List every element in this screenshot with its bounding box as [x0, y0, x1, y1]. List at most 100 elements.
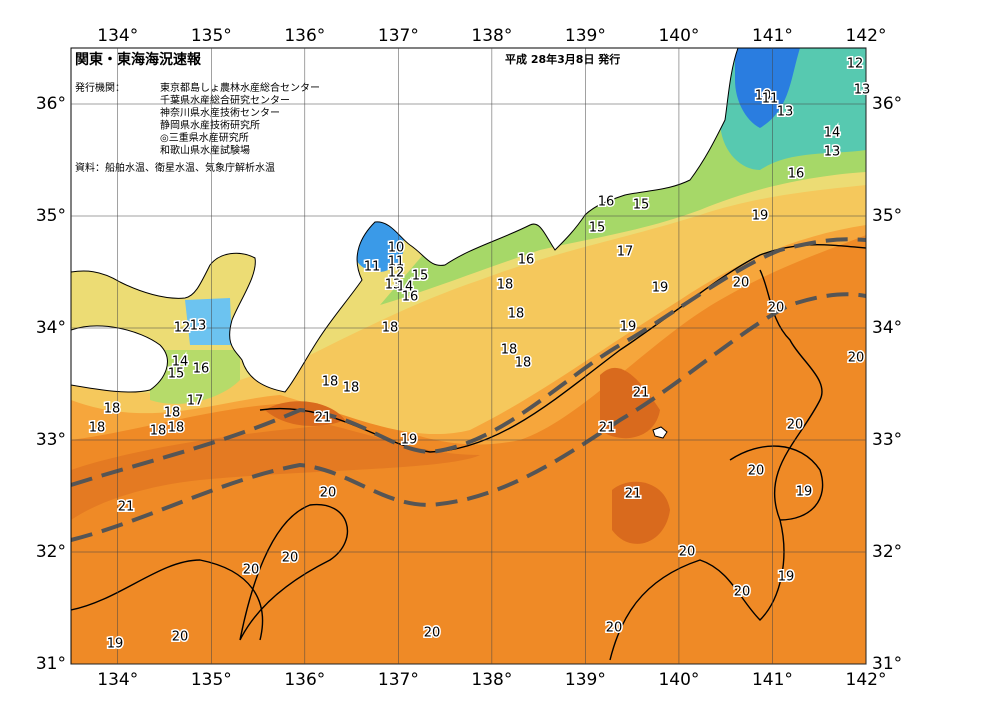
warm-core — [71, 425, 480, 520]
blue-patch — [735, 48, 800, 128]
contour-label: 20 — [172, 630, 189, 645]
contour-label: 17 — [617, 245, 634, 260]
lat-label: 33° — [872, 430, 902, 450]
contour-label: 18 — [322, 375, 339, 390]
contour-label: 16 — [788, 167, 805, 182]
contour-label: 18 — [508, 307, 525, 322]
contour-label: 12 — [174, 321, 191, 336]
contour-label: 20 — [320, 486, 337, 501]
lon-label: 138° — [471, 670, 512, 690]
contour-label: 10 — [755, 89, 772, 104]
contour-label: 20 — [733, 276, 750, 291]
lon-label: 142° — [846, 26, 887, 46]
warm-core — [600, 367, 660, 439]
contour-label: 16 — [193, 362, 210, 377]
contour-label: 20 — [748, 464, 765, 479]
contour-label: 13 — [190, 319, 207, 334]
contour-label: 18 — [150, 424, 167, 439]
contour-label: 21 — [315, 411, 332, 426]
lat-label: 36° — [36, 94, 66, 114]
lon-label: 136° — [284, 670, 325, 690]
lat-label: 32° — [872, 542, 902, 562]
lon-label: 134° — [97, 670, 138, 690]
contour-label: 21 — [633, 386, 650, 401]
warm-core — [612, 481, 670, 544]
contour-label: 20 — [787, 418, 804, 433]
contour-label: 21 — [599, 421, 616, 436]
land — [71, 48, 739, 393]
issuer: 神奈川県水産技術センター — [160, 106, 280, 119]
lat-label: 31° — [36, 654, 66, 674]
contour-label: 19 — [107, 637, 124, 652]
lat-label: 36° — [872, 94, 902, 114]
contour-label: 10 — [388, 241, 405, 256]
lat-label: 33° — [36, 430, 66, 450]
issuer: 静岡県水産技術研究所 — [160, 119, 260, 132]
contour-label: 18 — [515, 356, 532, 371]
contour-label: 16 — [402, 290, 419, 305]
lon-label: 139° — [565, 26, 606, 46]
contour-label: 11 — [388, 255, 405, 270]
contour-label: 18 — [89, 421, 106, 436]
lon-label: 142° — [846, 670, 887, 690]
lon-label: 136° — [284, 26, 325, 46]
contour-label: 14 — [824, 126, 841, 141]
title: 関東・東海海況速報 — [75, 51, 202, 68]
lat-label: 34° — [36, 318, 66, 338]
contour-label: 15 — [633, 198, 650, 213]
island — [652, 426, 668, 439]
contour-label: 20 — [679, 545, 696, 560]
lon-label: 134° — [97, 26, 138, 46]
issuer: 東京都島しょ農林水産総合センター — [160, 81, 320, 94]
contour-label: 19 — [752, 209, 769, 224]
contour-label: 19 — [401, 433, 418, 448]
lat-label: 32° — [36, 542, 66, 562]
contour-label: 11 — [762, 92, 779, 107]
contour-label: 15 — [589, 221, 606, 236]
contour-label: 21 — [625, 487, 642, 502]
osaka-bay — [185, 298, 232, 345]
lon-label: 135° — [191, 26, 232, 46]
contour-label: 14 — [397, 280, 414, 295]
lon-label: 141° — [752, 26, 793, 46]
contour-label: 18 — [164, 406, 181, 421]
contour-label: 18 — [501, 343, 518, 358]
contour-label: 20 — [768, 301, 785, 316]
lon-label: 140° — [658, 26, 699, 46]
contour-label: 15 — [168, 367, 185, 382]
green-patch — [150, 350, 240, 404]
contour-label: 20 — [848, 351, 865, 366]
source: 資料：船舶水温、衛星水温、気象庁解析水温 — [75, 161, 275, 174]
contour-label: 17 — [187, 394, 204, 409]
lat-label: 35° — [36, 206, 66, 226]
contour-label: 20 — [243, 563, 260, 578]
contour-label: 18 — [104, 402, 121, 417]
contour-label: 18 — [168, 421, 185, 436]
contour-label: 12 — [388, 266, 405, 281]
contour-label: 13 — [777, 105, 794, 120]
lon-label: 137° — [378, 670, 419, 690]
lat-label: 31° — [872, 654, 902, 674]
lon-label: 137° — [378, 26, 419, 46]
contour-label: 13 — [854, 83, 871, 98]
current-axis — [71, 237, 866, 542]
ise-bay — [353, 221, 404, 272]
contour-label: 15 — [412, 269, 429, 284]
contour-label: 18 — [497, 278, 514, 293]
issuer-label: 発行機関： — [75, 81, 125, 94]
contour-label: 18 — [343, 381, 360, 396]
lon-label: 138° — [471, 26, 512, 46]
contour-label: 19 — [620, 320, 637, 335]
contour-label: 19 — [652, 281, 669, 296]
contour-label: 14 — [172, 355, 189, 370]
issuer: 和歌山県水産試験場 — [160, 144, 250, 157]
contour-label: 20 — [606, 621, 623, 636]
lon-label: 141° — [752, 670, 793, 690]
contour-label: 19 — [796, 485, 813, 500]
contour-label: 20 — [734, 585, 751, 600]
contour-label: 19 — [778, 570, 795, 585]
issue-date: 平成 28年3月8日 発行 — [505, 52, 620, 66]
contour-label: 16 — [518, 253, 535, 268]
lon-label: 135° — [191, 670, 232, 690]
